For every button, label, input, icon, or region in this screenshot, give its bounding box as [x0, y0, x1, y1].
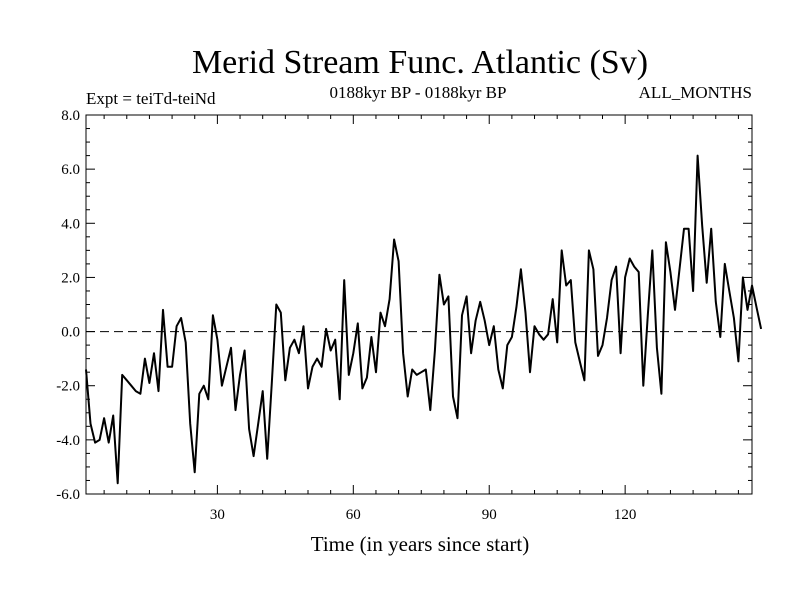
- y-tick-label: 6.0: [61, 162, 80, 178]
- x-tick-label: 30: [210, 507, 225, 523]
- plot-area: 30 60 90 120 -6.0 -4.0 -2.0 0.0 2.0 4.0 6.0 8.0: [56, 108, 763, 523]
- months-label: ALL_MONTHS: [639, 83, 752, 102]
- x-tick-label: 90: [482, 507, 497, 523]
- series-line-0: [85, 154, 763, 485]
- y-tick-label: -6.0: [56, 487, 80, 503]
- y-tick-label: 0.0: [61, 325, 80, 341]
- x-tick-label: 60: [346, 507, 361, 523]
- x-tick-label: 120: [614, 507, 637, 523]
- experiment-label: Expt = teiTd-teiNd: [86, 89, 216, 108]
- y-tick-label: -2.0: [56, 379, 80, 395]
- chart-title: Merid Stream Func. Atlantic (Sv): [192, 44, 648, 81]
- y-tick-label: 2.0: [61, 270, 80, 286]
- y-tick-label: 8.0: [61, 108, 80, 124]
- y-tick-label: -4.0: [56, 433, 80, 449]
- x-axis-label: Time (in years since start): [311, 532, 530, 556]
- period-label: 0188kyr BP - 0188kyr BP: [330, 83, 507, 102]
- plot-frame: [85, 114, 753, 495]
- y-tick-label: 4.0: [61, 216, 80, 232]
